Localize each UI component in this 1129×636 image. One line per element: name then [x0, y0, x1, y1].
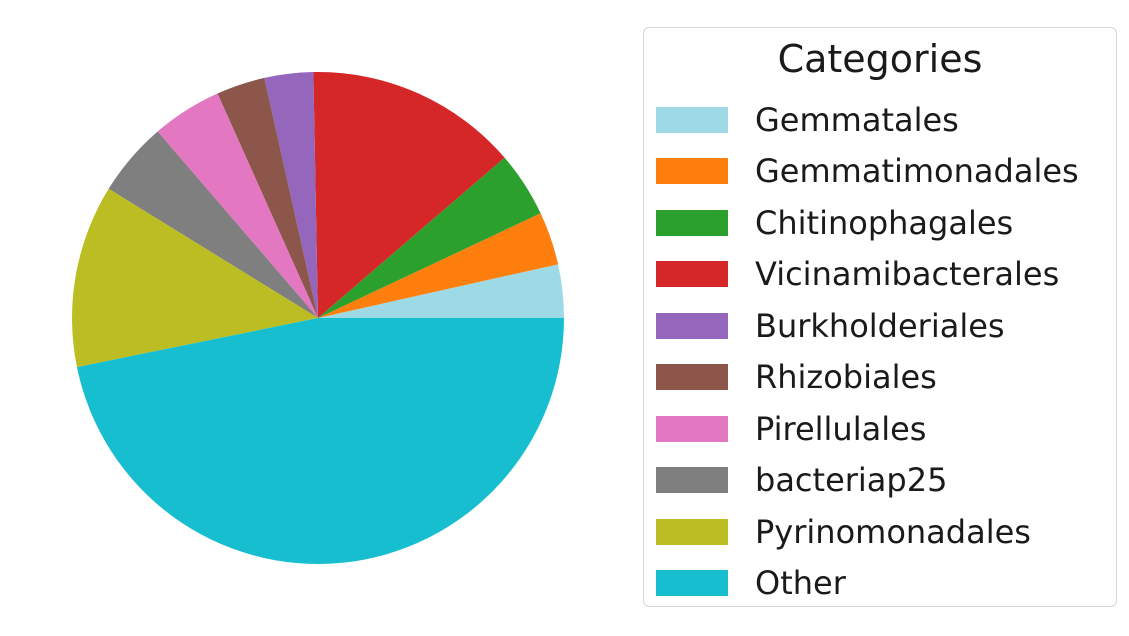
pie-chart [72, 71, 565, 564]
legend-label: Gemmatimonadales [755, 152, 1079, 191]
legend-label: Gemmatales [755, 100, 959, 139]
legend-item: Gemmatimonadales [656, 146, 1079, 198]
legend-label: Pyrinomonadales [755, 512, 1031, 551]
pie-slice-other [76, 318, 565, 564]
pie-slice-pirellulales [157, 93, 318, 318]
legend-label: Rhizobiales [755, 358, 937, 397]
legend-label: bacteriap25 [755, 461, 948, 500]
legend-item: Burkholderiales [656, 300, 1079, 352]
legend-swatch [656, 415, 728, 442]
pie-slice-chitinophagales [318, 157, 541, 318]
legend-item: Pirellulales [656, 403, 1079, 455]
legend-title: Categories [777, 37, 983, 81]
legend-item: Pyrinomonadales [656, 506, 1079, 558]
legend-swatch [656, 106, 728, 133]
legend-swatch [656, 467, 728, 494]
legend-label: Pirellulales [755, 409, 927, 448]
pie-slice-gemmatimonadales [318, 213, 559, 318]
pie-slice-burkholderiales [264, 72, 318, 318]
legend-items: Gemmatales Gemmatimonadales Chitinophagale… [656, 94, 1079, 609]
pie-slice-bacteriap25 [108, 131, 318, 318]
legend-swatch [656, 158, 728, 185]
legend-swatch [656, 209, 728, 236]
legend-label: Vicinamibacterales [755, 255, 1060, 294]
legend-item: Rhizobiales [656, 352, 1079, 404]
legend-label: Other [755, 564, 846, 603]
legend-label: Chitinophagales [755, 203, 1014, 242]
legend-swatch [656, 364, 728, 391]
legend-item: bacteriap25 [656, 455, 1079, 507]
pie-slice-vicinamibacterales [313, 71, 505, 318]
legend-label: Burkholderiales [755, 306, 1005, 345]
pie-slice-rhizobiales [217, 77, 318, 318]
pie-slice-gemmatales [318, 264, 564, 318]
legend-swatch [656, 518, 728, 545]
legend-item: Chitinophagales [656, 197, 1079, 249]
legend-swatch [656, 570, 728, 597]
legend-swatch [656, 312, 728, 339]
chart-legend: Categories Gemmatales Gemmatimonadales Chi… [643, 27, 1117, 607]
pie-slice-pyrinomonadales [72, 188, 318, 368]
legend-item: Other [656, 558, 1079, 610]
legend-swatch [656, 261, 728, 288]
legend-item: Gemmatales [656, 94, 1079, 146]
legend-item: Vicinamibacterales [656, 249, 1079, 301]
